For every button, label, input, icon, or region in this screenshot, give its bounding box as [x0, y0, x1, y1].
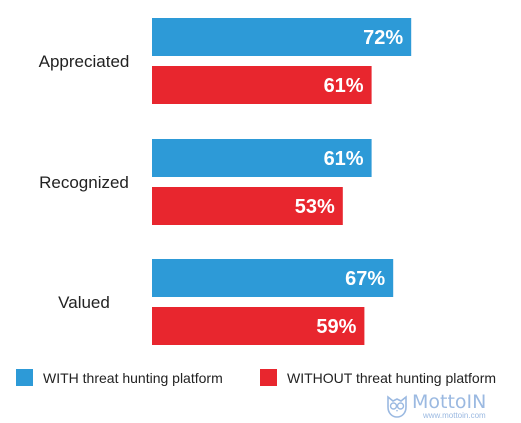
bar-without [152, 187, 343, 225]
bar-without [152, 66, 372, 104]
watermark-url: www.mottoin.com [423, 411, 486, 420]
bar-value-label: 67% [345, 268, 385, 290]
watermark-name: MottoIN [412, 391, 487, 413]
category-label: Valued [58, 293, 110, 312]
bar-without [152, 307, 365, 345]
legend-label-with: WITH threat hunting platform [43, 369, 223, 386]
legend-swatch-with [16, 369, 33, 386]
bar-value-label: 53% [295, 196, 335, 218]
bar-with [152, 259, 394, 297]
bar-value-label: 72% [363, 27, 403, 49]
bar-chart: Appreciated 72% 61% Recognized 61% 53% Valued 6… [39, 18, 412, 345]
bar-with [152, 18, 412, 56]
owl-logo-icon [387, 395, 407, 418]
bar-value-label: 59% [316, 316, 356, 338]
chart-legend: WITH threat hunting platform WITHOUT thr… [16, 369, 521, 393]
watermark: MottoIN www.mottoin.com [384, 392, 512, 422]
bar-value-label: 61% [324, 75, 364, 97]
legend-swatch-without [260, 369, 277, 386]
category-label: Appreciated [39, 52, 130, 71]
category-label: Recognized [39, 173, 129, 192]
legend-item-with: WITH threat hunting platform [16, 369, 223, 386]
legend-label-without: WITHOUT threat hunting platform [287, 369, 497, 386]
bar-value-label: 61% [324, 148, 364, 170]
bar-with [152, 139, 372, 177]
legend-item-without: WITHOUT threat hunting platform [260, 369, 496, 386]
